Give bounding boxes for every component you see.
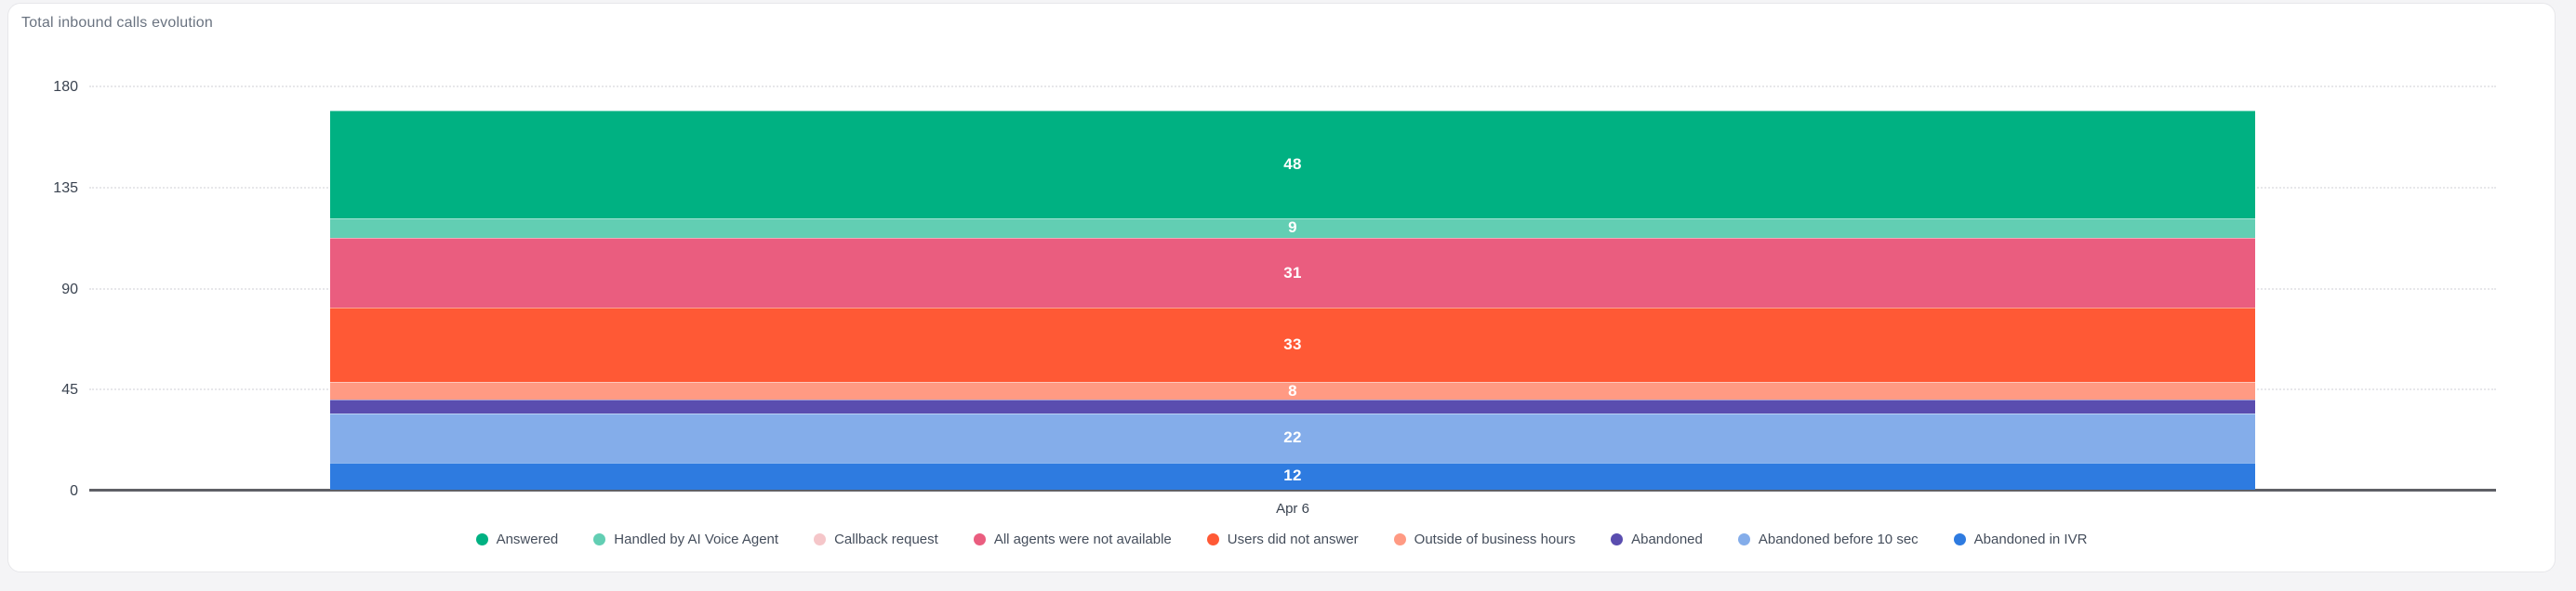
legend-dot-icon: [1393, 533, 1406, 545]
legend-label: Abandoned in IVR: [1973, 532, 2088, 547]
bar-segment-all-agents-were-not-available[interactable]: 31: [329, 238, 2256, 309]
bar-segment-abandoned-in-ivr[interactable]: 12: [329, 462, 2256, 490]
plot-area: 0 45 90 135 180 48 9 31 33 8 22 12 Apr 6: [53, 79, 2496, 517]
legend-label: Outside of business hours: [1414, 532, 1576, 547]
legend-label: Abandoned before 10 sec: [1758, 532, 1919, 547]
x-axis-line: [89, 489, 2496, 492]
bar-segment-abandoned-before-10-sec[interactable]: 22: [329, 413, 2256, 463]
bar-segment-outside-of-business-hours[interactable]: 8: [329, 381, 2256, 401]
legend-dot-icon: [1953, 533, 1966, 545]
bar-segment-value: 9: [1288, 218, 1297, 237]
legend-item-abandoned[interactable]: Abandoned: [1611, 532, 1703, 547]
legend-label: Callback request: [834, 532, 938, 547]
legend-dot-icon: [475, 533, 488, 545]
legend-item-users-did-not-answer[interactable]: Users did not answer: [1206, 532, 1359, 547]
legend-item-callback-request[interactable]: Callback request: [814, 532, 938, 547]
y-axis-tick-45: 45: [61, 382, 78, 399]
legend-label: All agents were not available: [993, 532, 1172, 547]
legend-dot-icon: [1206, 533, 1219, 545]
legend-label: Abandoned: [1631, 532, 1703, 547]
y-axis-tick-90: 90: [61, 281, 78, 297]
y-axis-tick-180: 180: [53, 79, 78, 95]
legend-label: Handled by AI Voice Agent: [614, 532, 779, 547]
bar-segment-value: 48: [1283, 154, 1302, 173]
bar-segment-handled-by-ai-voice-agent[interactable]: 9: [329, 217, 2256, 239]
chart-legend: Answered Handled by AI Voice Agent Callbac…: [8, 532, 2555, 547]
bar-segment-answered[interactable]: 48: [329, 110, 2256, 218]
legend-item-outside-of-business-hours[interactable]: Outside of business hours: [1393, 532, 1576, 547]
legend-label: Users did not answer: [1227, 532, 1359, 547]
legend-item-answered[interactable]: Answered: [475, 532, 559, 547]
legend-dot-icon: [1611, 533, 1624, 545]
legend-item-handled-by-ai-voice-agent[interactable]: Handled by AI Voice Agent: [593, 532, 778, 547]
y-axis-tick-0: 0: [70, 483, 78, 499]
x-axis-label: Apr 6: [1276, 501, 1309, 517]
bar-segment-value: 22: [1283, 428, 1302, 447]
bar-segment-users-did-not-answer[interactable]: 33: [329, 308, 2256, 382]
bar-segment-abandoned[interactable]: [329, 400, 2256, 414]
gridline-y-180: [89, 85, 2496, 87]
legend-item-abandoned-in-ivr[interactable]: Abandoned in IVR: [1953, 532, 2088, 547]
bar-segment-value: 8: [1288, 381, 1297, 400]
chart-card: Total inbound calls evolution 0 45 90 135 18…: [7, 3, 2556, 572]
legend-item-all-agents-were-not-available[interactable]: All agents were not available: [973, 532, 1172, 547]
bar-segment-value: 12: [1283, 466, 1302, 485]
y-axis-tick-135: 135: [53, 179, 78, 196]
bar-segment-value: 33: [1283, 335, 1302, 354]
legend-item-abandoned-before-10-sec[interactable]: Abandoned before 10 sec: [1737, 532, 1919, 547]
legend-dot-icon: [593, 533, 606, 545]
chart-title: Total inbound calls evolution: [21, 15, 213, 31]
legend-label: Answered: [496, 532, 559, 547]
legend-dot-icon: [814, 533, 827, 545]
legend-dot-icon: [973, 533, 986, 545]
bar-segment-value: 31: [1283, 263, 1302, 282]
stacked-bar-apr6: 48 9 31 33 8 22 12: [329, 110, 2256, 490]
legend-dot-icon: [1737, 533, 1750, 545]
